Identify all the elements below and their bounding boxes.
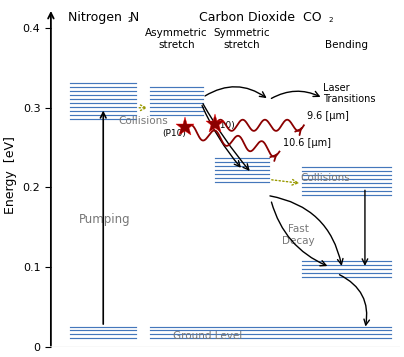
- Text: (P10): (P10): [162, 129, 186, 138]
- Text: $_2$: $_2$: [127, 15, 133, 25]
- Text: Fast
Decay: Fast Decay: [282, 225, 315, 246]
- Text: Carbon Dioxide  CO: Carbon Dioxide CO: [199, 11, 322, 24]
- Text: 10.6 [μm]: 10.6 [μm]: [283, 138, 331, 148]
- Text: Pumping: Pumping: [79, 213, 131, 226]
- Text: Bending: Bending: [325, 40, 368, 50]
- Text: $_2$: $_2$: [328, 15, 334, 25]
- Text: Ground Level: Ground Level: [173, 331, 242, 341]
- Text: Nitrogen  N: Nitrogen N: [67, 11, 139, 24]
- Text: Collisions: Collisions: [301, 173, 350, 183]
- Text: Collisions: Collisions: [118, 116, 168, 126]
- Text: Symmetric
stretch: Symmetric stretch: [214, 28, 270, 50]
- Text: (R10): (R10): [210, 121, 235, 130]
- Text: 9.6 [μm]: 9.6 [μm]: [307, 111, 349, 121]
- Y-axis label: Energy  [eV]: Energy [eV]: [4, 137, 17, 215]
- Text: Asymmetric
stretch: Asymmetric stretch: [145, 28, 208, 50]
- Text: Laser
Transitions: Laser Transitions: [323, 82, 376, 104]
